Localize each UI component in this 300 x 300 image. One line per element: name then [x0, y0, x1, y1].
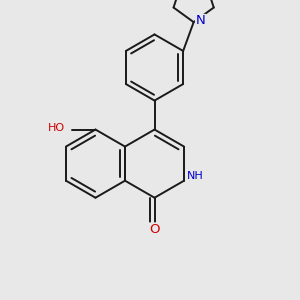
Text: N: N [196, 14, 205, 28]
Text: HO: HO [48, 123, 65, 134]
Text: O: O [149, 223, 160, 236]
Text: NH: NH [187, 171, 204, 181]
